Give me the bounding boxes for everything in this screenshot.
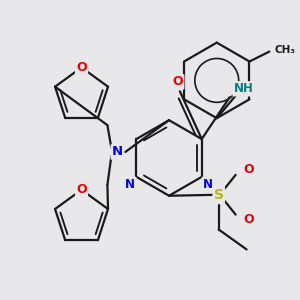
Text: NH: NH [234,82,254,95]
Text: O: O [76,61,87,74]
Text: O: O [244,213,254,226]
Text: N: N [203,178,213,191]
Text: CH₃: CH₃ [274,45,295,55]
Text: O: O [244,164,254,176]
Text: O: O [76,183,87,196]
Text: N: N [125,178,135,191]
Text: N: N [112,146,123,158]
Text: S: S [214,188,224,202]
Text: O: O [172,75,183,88]
